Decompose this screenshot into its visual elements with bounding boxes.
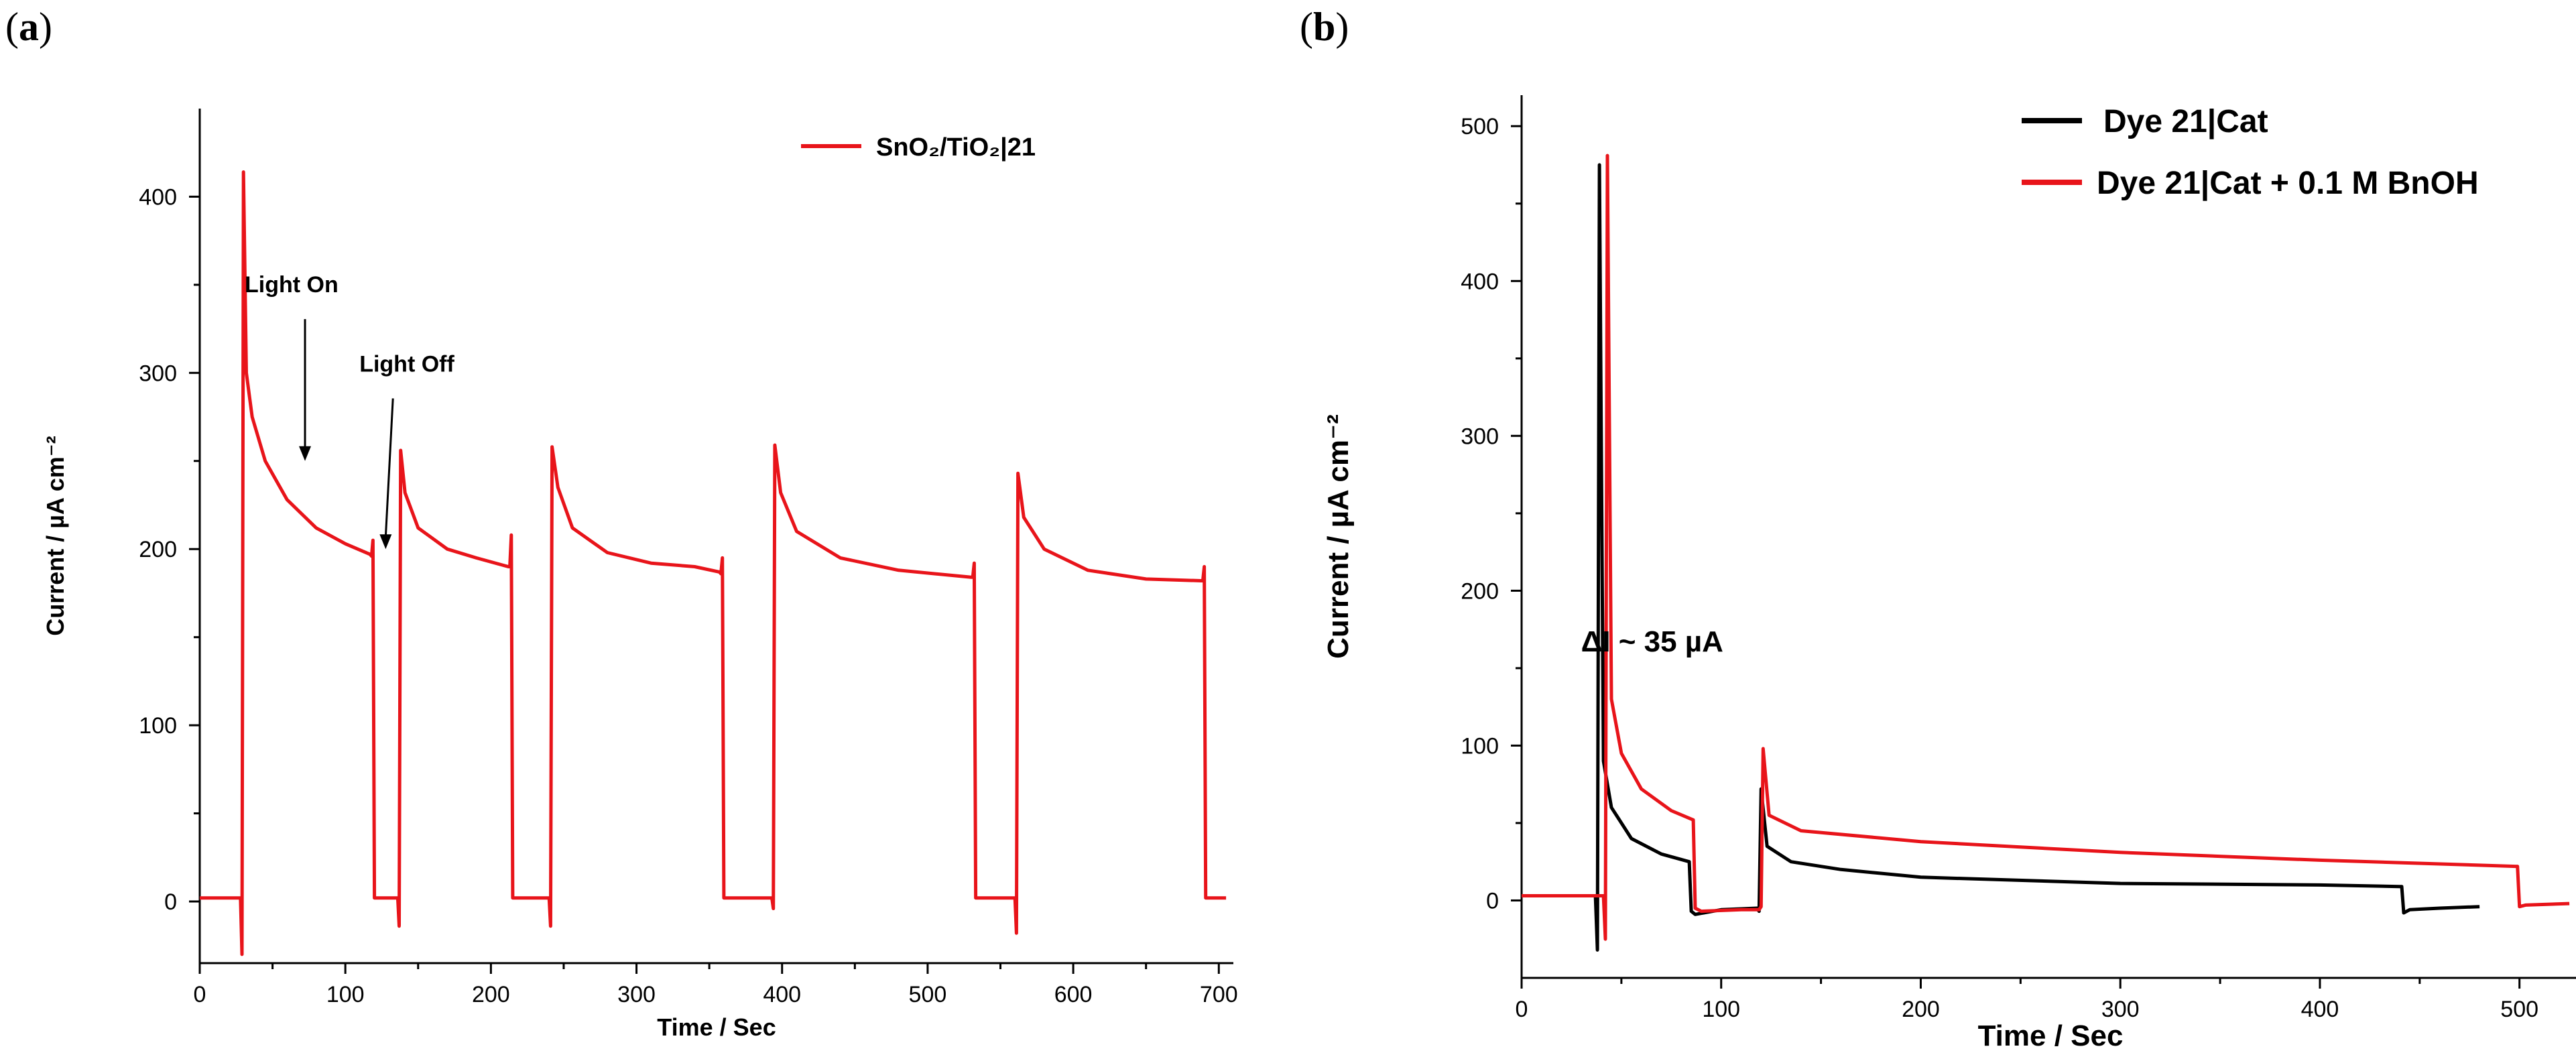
x-tick-label: 0 <box>194 982 206 1007</box>
chart-panel-a: (a) 0 100 200 300 400 500 600 700 0 100 200 300 400 T… <box>5 5 1238 1041</box>
annotation-arrow-head <box>379 534 392 550</box>
series-line-1 <box>200 170 1227 956</box>
y-tick-label: 100 <box>1461 733 1499 759</box>
y-tick-label: 500 <box>1461 114 1499 139</box>
y-axis-title: Current / µA cm⁻² <box>1322 414 1355 659</box>
x-axis-title: Time / Sec <box>1978 1019 2124 1052</box>
panel-label-a: (a) <box>5 5 52 49</box>
x-tick-label: 400 <box>763 982 801 1007</box>
annotation-arrow-head <box>299 446 312 461</box>
x-tick-label: 100 <box>1702 997 1740 1022</box>
series-line-2 <box>1522 153 2570 941</box>
x-tick-label: 500 <box>2500 997 2538 1022</box>
y-tick-label: 400 <box>139 184 177 210</box>
legend-label: SnO₂/TiO₂|21 <box>876 133 1036 162</box>
x-tick-label: 300 <box>617 982 656 1007</box>
series-line-1 <box>1593 163 2480 952</box>
x-tick-label: 500 <box>909 982 947 1007</box>
chart-a-svg: 0 100 200 300 400 500 600 700 0 100 200 300 400 Time … <box>42 109 1238 1041</box>
x-tick-label: 0 <box>1516 997 1528 1022</box>
y-tick-label: 200 <box>139 537 177 562</box>
annotation-text: ΔI ~ 35 µA <box>1581 625 1723 658</box>
annotation-text: Light Off <box>359 351 454 377</box>
y-tick-label: 0 <box>1486 888 1499 914</box>
x-tick-label: 200 <box>1902 997 1940 1022</box>
x-axis-title: Time / Sec <box>657 1013 776 1041</box>
y-tick-label: 300 <box>1461 424 1499 449</box>
x-tick-label: 600 <box>1054 982 1093 1007</box>
x-tick-label: 200 <box>472 982 510 1007</box>
x-tick-label: 100 <box>326 982 365 1007</box>
y-tick-label: 200 <box>1461 578 1499 604</box>
annotation-text: Light On <box>245 272 339 298</box>
chart-panel-b: (b) 0 100 200 300 400 500 0 100 200 300 400 500 Time… <box>1288 0 2576 1063</box>
y-tick-label: 0 <box>164 889 177 915</box>
x-tick-label: 700 <box>1200 982 1238 1007</box>
legend-label: Dye 21|Cat <box>2103 104 2268 139</box>
legend-label: Dye 21|Cat + 0.1 M BnOH <box>2097 166 2479 201</box>
chart-b-svg: 0 100 200 300 400 500 0 100 200 300 400 500 Time / S… <box>1322 95 2576 1052</box>
y-tick-label: 100 <box>139 713 177 739</box>
panel-label-b: (b) <box>1300 5 1349 49</box>
y-axis-title: Current / µA cm⁻² <box>42 436 69 635</box>
x-tick-label: 300 <box>2101 997 2140 1022</box>
y-tick-label: 300 <box>139 361 177 386</box>
y-tick-label: 400 <box>1461 269 1499 294</box>
annotation-arrow-shaft <box>384 398 394 538</box>
x-tick-label: 400 <box>2301 997 2339 1022</box>
